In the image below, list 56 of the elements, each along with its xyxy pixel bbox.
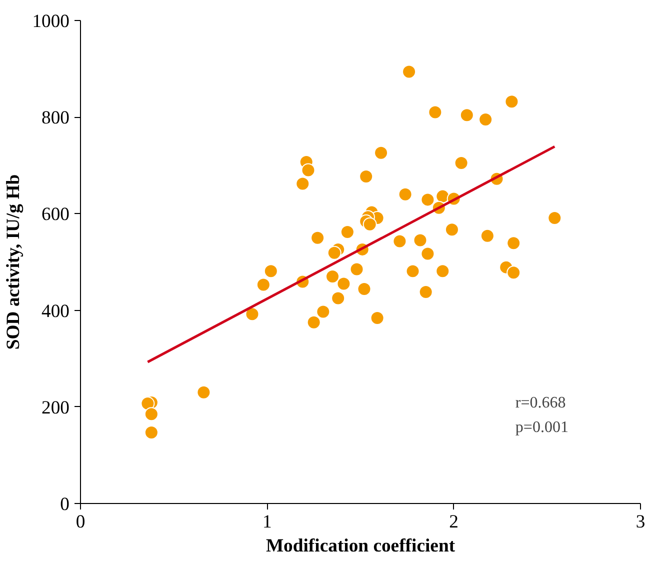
point xyxy=(336,276,351,291)
y-tick-label: 0 xyxy=(60,494,70,515)
x-tick-label: 3 xyxy=(636,512,646,532)
annotation: r=0.668 xyxy=(515,394,566,412)
x-tick-label: 2 xyxy=(449,512,458,532)
point xyxy=(310,230,325,245)
point xyxy=(196,385,211,400)
point xyxy=(362,217,377,232)
x-axis-title: Modification coefficient xyxy=(266,536,456,556)
point xyxy=(306,315,321,330)
point xyxy=(144,426,158,440)
point xyxy=(506,236,521,250)
y-axis-title: SOD activity, IU/g Hb xyxy=(3,174,24,350)
point xyxy=(402,64,416,79)
point xyxy=(444,222,459,237)
point xyxy=(504,94,519,109)
y-tick-label: 800 xyxy=(42,108,70,129)
point xyxy=(418,284,433,299)
point xyxy=(548,211,562,226)
point xyxy=(428,105,442,120)
y-tick-label: 400 xyxy=(42,300,70,322)
point xyxy=(374,146,388,160)
point xyxy=(245,307,260,322)
point xyxy=(327,246,342,260)
point xyxy=(370,311,384,326)
point xyxy=(301,163,316,178)
point xyxy=(296,176,310,191)
point xyxy=(144,407,158,422)
point xyxy=(454,156,468,170)
point xyxy=(340,225,354,240)
point xyxy=(359,170,374,184)
point xyxy=(420,246,435,261)
point xyxy=(398,187,412,202)
point xyxy=(357,282,372,296)
point xyxy=(326,270,340,284)
point xyxy=(331,291,346,306)
point xyxy=(350,262,364,276)
point xyxy=(480,228,494,243)
point xyxy=(406,264,420,278)
x-tick-label: 0 xyxy=(76,512,86,532)
point xyxy=(506,266,521,280)
y-tick-label: 600 xyxy=(42,204,70,226)
point xyxy=(316,304,330,319)
point xyxy=(392,234,407,248)
point xyxy=(436,264,450,278)
point xyxy=(140,396,155,411)
point xyxy=(413,233,428,248)
point xyxy=(478,112,493,126)
point xyxy=(264,264,278,278)
point xyxy=(460,108,474,122)
point xyxy=(256,278,270,292)
x-tick-label: 1 xyxy=(262,512,272,532)
annotation: p=0.001 xyxy=(515,418,568,436)
y-tick-label: 1000 xyxy=(32,11,70,32)
y-tick-label: 200 xyxy=(42,397,70,418)
point xyxy=(420,192,435,207)
